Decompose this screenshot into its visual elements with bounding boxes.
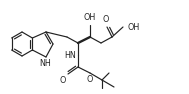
Text: O: O [87,75,93,84]
Text: NH: NH [39,58,51,67]
Text: O: O [103,15,109,24]
Text: OH: OH [127,22,139,31]
Text: O: O [60,76,66,85]
Text: HN: HN [64,50,76,60]
Text: OH: OH [84,13,96,22]
